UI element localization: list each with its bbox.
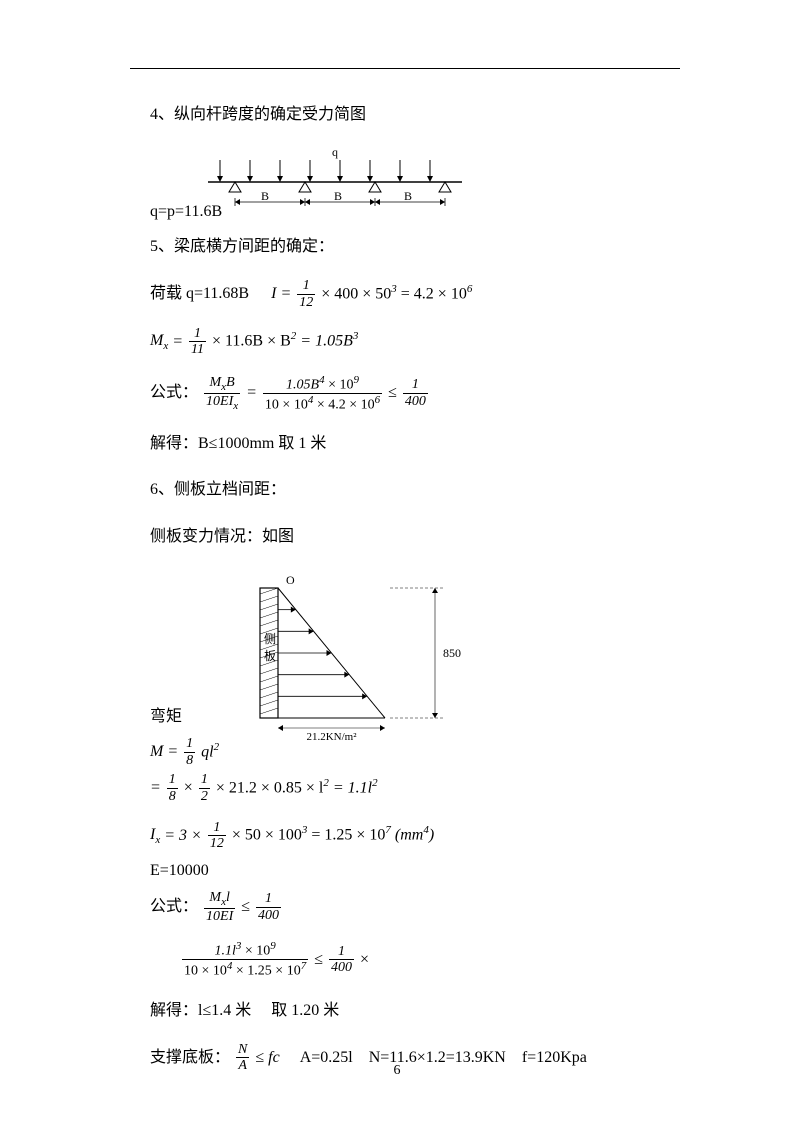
svg-text:板: 板 <box>264 649 276 663</box>
formula-row-1: 公式： MxB 10EIx = 1.05B4 × 109 10 × 104 × … <box>150 374 680 413</box>
top-rule <box>130 68 680 69</box>
svg-text:21.2KN/m²: 21.2KN/m² <box>306 731 357 743</box>
load-and-I-equation: 荷载 q=11.68B I = 112 × 400 × 503 = 4.2 × … <box>150 278 680 310</box>
section-6-title: 6、侧板立档间距： <box>150 475 680 505</box>
solve-B: 解得：B≤1000mm 取 1 米 <box>150 429 680 459</box>
page-content: 4、纵向杆跨度的确定受力简图 qBBB q=p=11.6B 5、梁底横方间距的确… <box>150 70 680 1090</box>
E-line: E=10000 <box>150 856 680 886</box>
formula-row-2: 公式： Mxl 10EI ≤ 1400 <box>150 890 680 924</box>
Ix-equation: Ix = 3 × 112 × 50 × 1003 = 1.25 × 107 (m… <box>150 820 680 852</box>
svg-text:850: 850 <box>443 646 461 660</box>
svg-text:q: q <box>332 146 338 159</box>
M-equation-2: = 18 × 12 × 21.2 × 0.85 × l2 = 1.1l2 <box>150 772 680 804</box>
svg-text:侧: 侧 <box>264 632 276 646</box>
svg-text:B: B <box>404 189 412 203</box>
Mx-equation: Mx = 111 × 11.6B × B2 = 1.05B3 <box>150 326 680 358</box>
svg-text:O: O <box>286 573 295 587</box>
section-6-sub: 侧板变力情况：如图 <box>150 522 680 552</box>
svg-text:B: B <box>334 189 342 203</box>
solve-l: 解得：l≤1.4 米 取 1.20 米 <box>150 996 680 1026</box>
section-4-title: 4、纵向杆跨度的确定受力简图 <box>150 100 680 130</box>
svg-text:B: B <box>261 189 269 203</box>
formula-row-3: 1.1l3 × 109 10 × 104 × 1.25 × 107 ≤ 1400… <box>180 940 680 979</box>
page-number: 6 <box>0 1063 794 1079</box>
section-5-title: 5、梁底横方间距的确定： <box>150 232 680 262</box>
